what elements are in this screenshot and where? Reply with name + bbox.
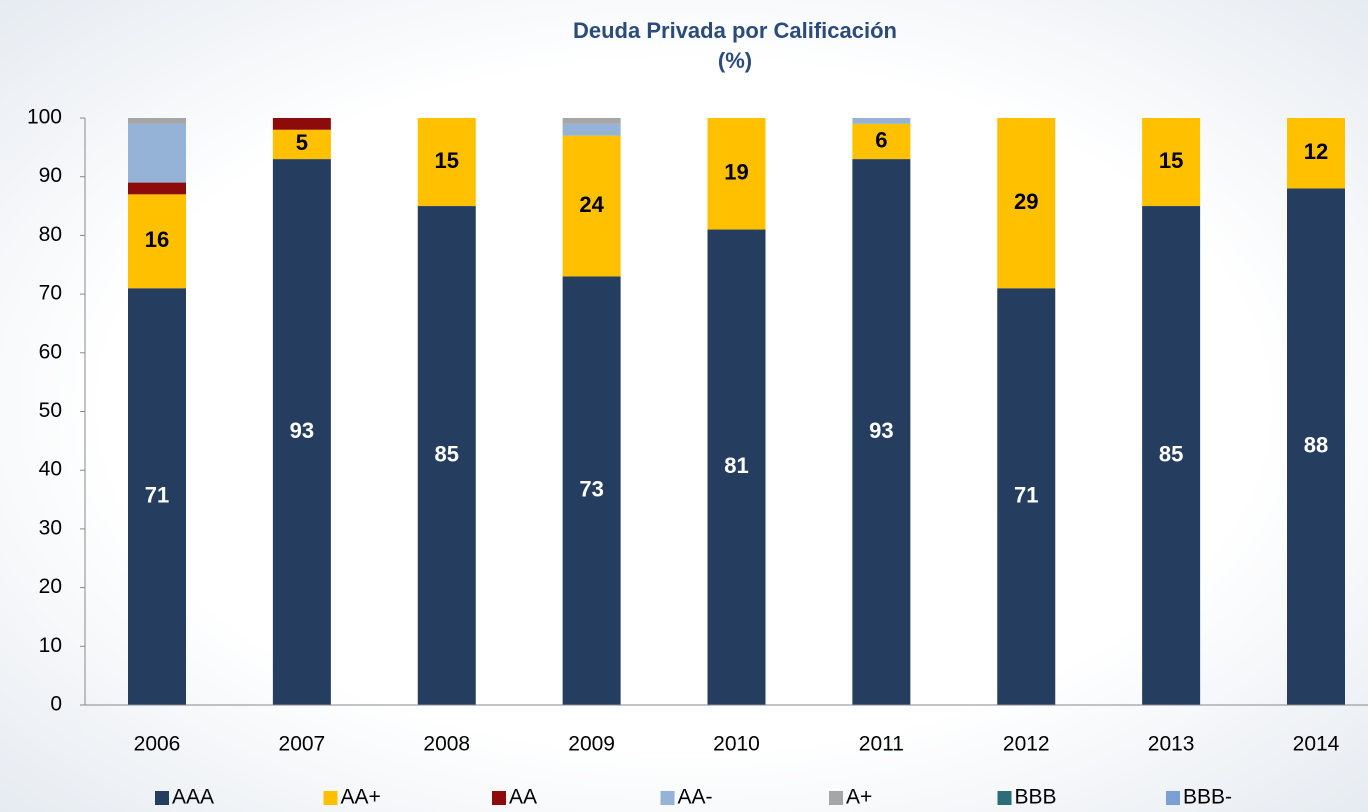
bar-segment [1287,188,1345,705]
bar-segment [128,118,186,124]
data-label: 93 [290,418,314,443]
data-label: 71 [1014,482,1038,507]
x-tick-label: 2013 [1148,733,1195,756]
bar-segment [852,159,911,706]
data-label: 19 [724,160,748,185]
y-tick-label: 100 [27,106,62,129]
data-label: 73 [579,477,603,502]
legend-swatch [829,791,843,805]
x-tick-label: 2006 [134,733,181,756]
data-label: 71 [145,482,169,507]
x-tick-label: 2011 [859,733,904,756]
data-label: 29 [1014,189,1038,214]
data-label: 15 [1159,148,1183,173]
y-tick-label: 50 [39,399,62,422]
y-tick-label: 60 [39,340,62,363]
legend-swatch [997,791,1012,805]
x-tick-label: 2014 [1293,733,1340,756]
bar-segment [128,288,186,705]
legend-label: AA+ [341,786,381,809]
bar-segment [562,276,621,705]
bar-segment [1142,206,1201,706]
bar-segment [1287,118,1345,189]
data-label: 5 [296,130,308,155]
legend-swatch [492,791,506,805]
legend-label: BBB- [1183,786,1232,809]
chart-subtitle: (%) [718,48,752,73]
legend-swatch [660,791,675,805]
data-label: 24 [579,192,604,217]
x-tick-label: 2007 [279,733,326,756]
y-tick-label: 20 [39,575,62,598]
bar-segment [128,182,186,195]
legend-label: A+ [846,786,872,809]
legend-swatch [155,791,169,805]
data-label: 85 [1159,441,1183,466]
legend-label: BBB [1015,786,1057,809]
data-label: 81 [724,453,748,478]
x-tick-label: 2012 [1003,733,1050,756]
data-label: 88 [1304,433,1328,458]
bar-segment [417,206,476,706]
data-label: 15 [435,148,459,173]
bar-segment [997,118,1056,289]
y-tick-label: 70 [39,282,62,305]
bar-segment [562,123,621,136]
data-label: 16 [145,227,169,252]
bar-segment [1142,118,1201,207]
legend-label: AA [509,786,537,809]
x-tick-label: 2009 [568,733,615,756]
bar-segment [997,288,1056,705]
bar-segment [128,123,186,183]
y-tick-label: 90 [39,164,62,187]
bar-segment [272,118,331,130]
legend-label: AAA [172,786,214,809]
x-tick-label: 2008 [423,733,470,756]
bar-segment [707,229,766,705]
legend-swatch [1166,791,1180,805]
bar-segment [417,118,476,207]
y-tick-label: 80 [39,223,62,246]
bar-segment [707,118,766,230]
bar-segment [852,123,911,160]
y-tick-label: 10 [39,634,62,657]
bar-segment [272,159,331,706]
bar-segment [562,135,621,277]
bar-segment [852,118,911,124]
data-label: 85 [435,441,459,466]
legend-label: AA- [678,786,713,809]
bar-segment [128,194,186,289]
data-label: 93 [869,418,893,443]
bar-segment [562,118,621,124]
bar-segment [272,129,331,160]
x-tick-label: 2010 [713,733,760,756]
data-label: 6 [875,127,887,152]
y-tick-label: 40 [39,458,62,481]
legend-swatch [323,791,338,805]
y-tick-label: 30 [39,516,62,539]
y-tick-label: 0 [50,693,62,716]
chart-title: Deuda Privada por Calificación [573,18,897,43]
data-label: 12 [1304,139,1328,164]
